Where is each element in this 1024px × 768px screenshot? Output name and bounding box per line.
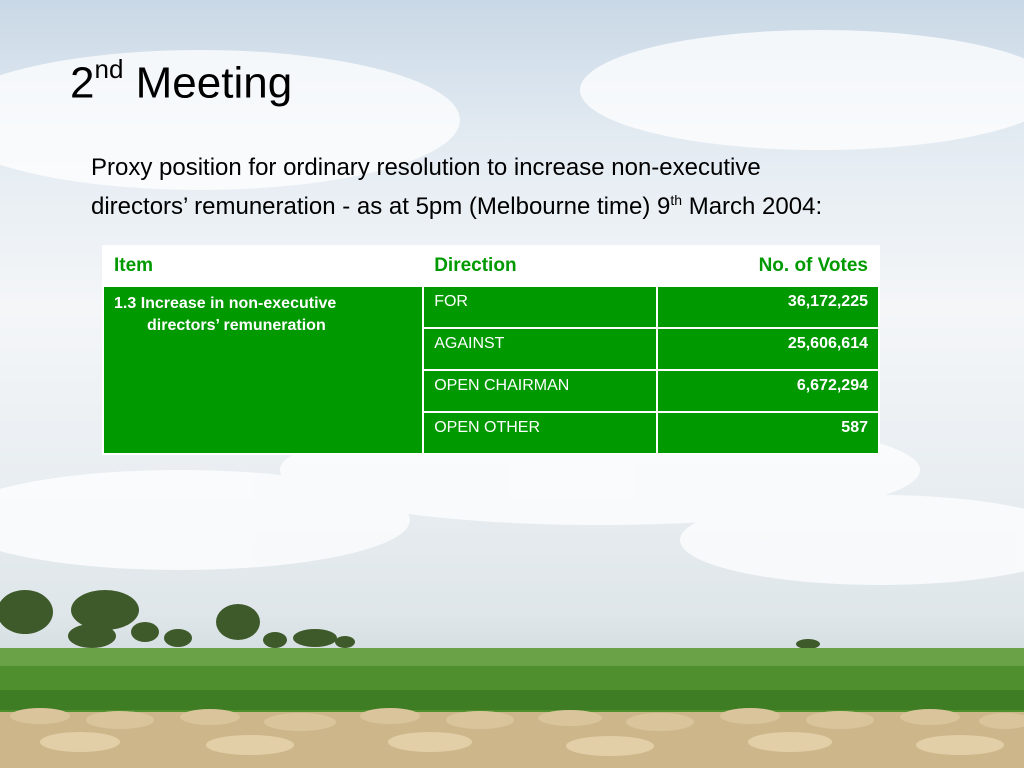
votes-cell: 587 <box>655 411 881 455</box>
sheep-flock <box>0 708 1024 768</box>
table-header-row: Item Direction No. of Votes <box>101 245 881 287</box>
direction-cell: FOR <box>422 285 658 329</box>
votes-cell: 25,606,614 <box>655 327 881 371</box>
header-votes: No. of Votes <box>655 245 881 287</box>
tree-line <box>0 590 820 649</box>
item-cell: 1.3 Increase in non-executive directors’… <box>101 285 425 455</box>
votes-cell: 6,672,294 <box>655 369 881 413</box>
direction-cell: OPEN OTHER <box>422 411 658 455</box>
table-row: 1.3 Increase in non-executive directors’… <box>101 285 881 455</box>
table-row: OPEN CHAIRMAN 6,672,294 <box>103 369 881 413</box>
proxy-votes-table: Item Direction No. of Votes 1.3 Increase… <box>101 245 881 455</box>
direction-cell: AGAINST <box>422 327 658 371</box>
subtitle-line-1: Proxy position for ordinary resolution t… <box>91 154 761 181</box>
slide-title: 2nd Meeting <box>70 54 293 108</box>
votes-cell: 36,172,225 <box>655 285 881 329</box>
table-row: AGAINST 25,606,614 <box>103 327 881 371</box>
slide-subtitle: Proxy position for ordinary resolution t… <box>91 152 991 223</box>
table-row: OPEN OTHER 587 <box>103 411 881 455</box>
subtitle-line-2: directors’ remuneration - as at 5pm (Mel… <box>91 192 823 220</box>
header-item: Item <box>101 245 425 287</box>
header-direction: Direction <box>422 245 658 287</box>
direction-cell: OPEN CHAIRMAN <box>422 369 658 413</box>
